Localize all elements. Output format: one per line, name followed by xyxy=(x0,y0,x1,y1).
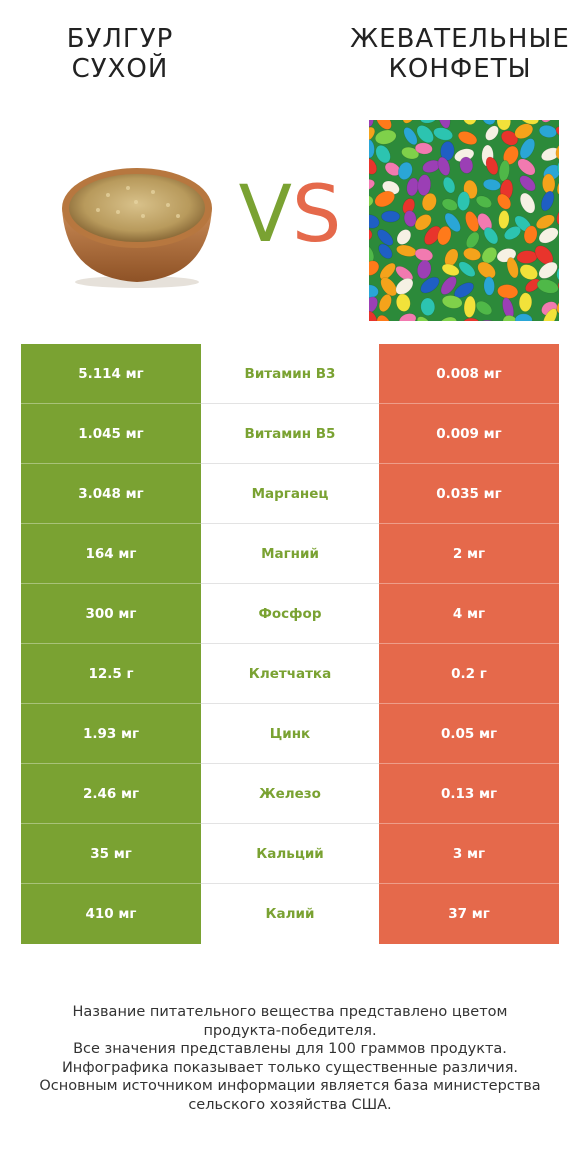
table-row: 410 мг Калий 37 мг xyxy=(21,884,559,944)
right-value-cell: 37 мг xyxy=(379,884,559,944)
nutrient-name-cell: Фосфор xyxy=(201,584,379,644)
right-value-cell: 2 мг xyxy=(379,524,559,584)
right-product-title: ЖЕВАТЕЛЬНЫЕ КОНФЕТЫ xyxy=(340,24,580,84)
table-row: 1.045 мг Витамин B5 0.009 мг xyxy=(21,404,559,464)
left-value-cell: 164 мг xyxy=(21,524,201,584)
table-row: 12.5 г Клетчатка 0.2 г xyxy=(21,644,559,704)
right-value-cell: 3 мг xyxy=(379,824,559,884)
left-value-cell: 2.46 мг xyxy=(21,764,201,824)
left-title-line1: БУЛГУР xyxy=(66,24,174,54)
left-value-cell: 1.93 мг xyxy=(21,704,201,764)
vs-v-letter: V xyxy=(238,170,292,260)
footer-line: продукта-победителя. xyxy=(203,1022,377,1039)
right-title-line1: ЖЕВАТЕЛЬНЫЕ xyxy=(350,24,570,54)
right-title-line2: КОНФЕТЫ xyxy=(388,54,532,84)
right-value-cell: 0.2 г xyxy=(379,644,559,704)
right-value-cell: 0.035 мг xyxy=(379,464,559,524)
footer-line: Все значения представлены для 100 граммо… xyxy=(73,1041,507,1057)
table-row: 300 мг Фосфор 4 мг xyxy=(21,584,559,644)
vs-s-letter: S xyxy=(291,170,342,260)
footer-line: Основным источником информации является … xyxy=(39,1078,541,1094)
table-row: 35 мг Кальций 3 мг xyxy=(21,824,559,884)
nutrient-comparison-table: 5.114 мг Витамин B3 0.008 мг 1.045 мг Витами… xyxy=(21,344,559,944)
nutrient-name-cell: Марганец xyxy=(201,464,379,524)
left-value-cell: 1.045 мг xyxy=(21,404,201,464)
footer-line: Название питательного вещества представл… xyxy=(72,1004,508,1020)
right-value-cell: 0.05 мг xyxy=(379,704,559,764)
bulgur-bowl-image xyxy=(62,168,212,288)
right-value-cell: 0.008 мг xyxy=(379,344,559,404)
jelly-beans-image xyxy=(369,120,559,321)
nutrient-name-cell: Магний xyxy=(201,524,379,584)
footer-line: сельского хозяйства США. xyxy=(188,1096,392,1113)
table-row: 1.93 мг Цинк 0.05 мг xyxy=(21,704,559,764)
vs-label: VS xyxy=(222,160,358,270)
right-value-cell: 4 мг xyxy=(379,584,559,644)
nutrient-name-cell: Витамин B5 xyxy=(201,404,379,464)
left-value-cell: 300 мг xyxy=(21,584,201,644)
left-value-cell: 3.048 мг xyxy=(21,464,201,524)
nutrient-name-cell: Железо xyxy=(201,764,379,824)
left-value-cell: 5.114 мг xyxy=(21,344,201,404)
nutrient-name-cell: Витамин B3 xyxy=(201,344,379,404)
left-title-line2: СУХОЙ xyxy=(71,54,169,84)
left-value-cell: 35 мг xyxy=(21,824,201,884)
nutrient-name-cell: Калий xyxy=(201,884,379,944)
nutrient-name-cell: Цинк xyxy=(201,704,379,764)
right-value-cell: 0.13 мг xyxy=(379,764,559,824)
right-value-cell: 0.009 мг xyxy=(379,404,559,464)
footer-line: Инфографика показывает только существенн… xyxy=(61,1059,519,1076)
nutrient-name-cell: Клетчатка xyxy=(201,644,379,704)
table-row: 3.048 мг Марганец 0.035 мг xyxy=(21,464,559,524)
left-value-cell: 12.5 г xyxy=(21,644,201,704)
table-row: 5.114 мг Витамин B3 0.008 мг xyxy=(21,344,559,404)
footer-notes: Название питательного вещества представл… xyxy=(20,1003,560,1114)
table-row: 164 мг Магний 2 мг xyxy=(21,524,559,584)
table-row: 2.46 мг Железо 0.13 мг xyxy=(21,764,559,824)
nutrient-name-cell: Кальций xyxy=(201,824,379,884)
left-product-title: БУЛГУР СУХОЙ xyxy=(20,24,220,84)
left-value-cell: 410 мг xyxy=(21,884,201,944)
